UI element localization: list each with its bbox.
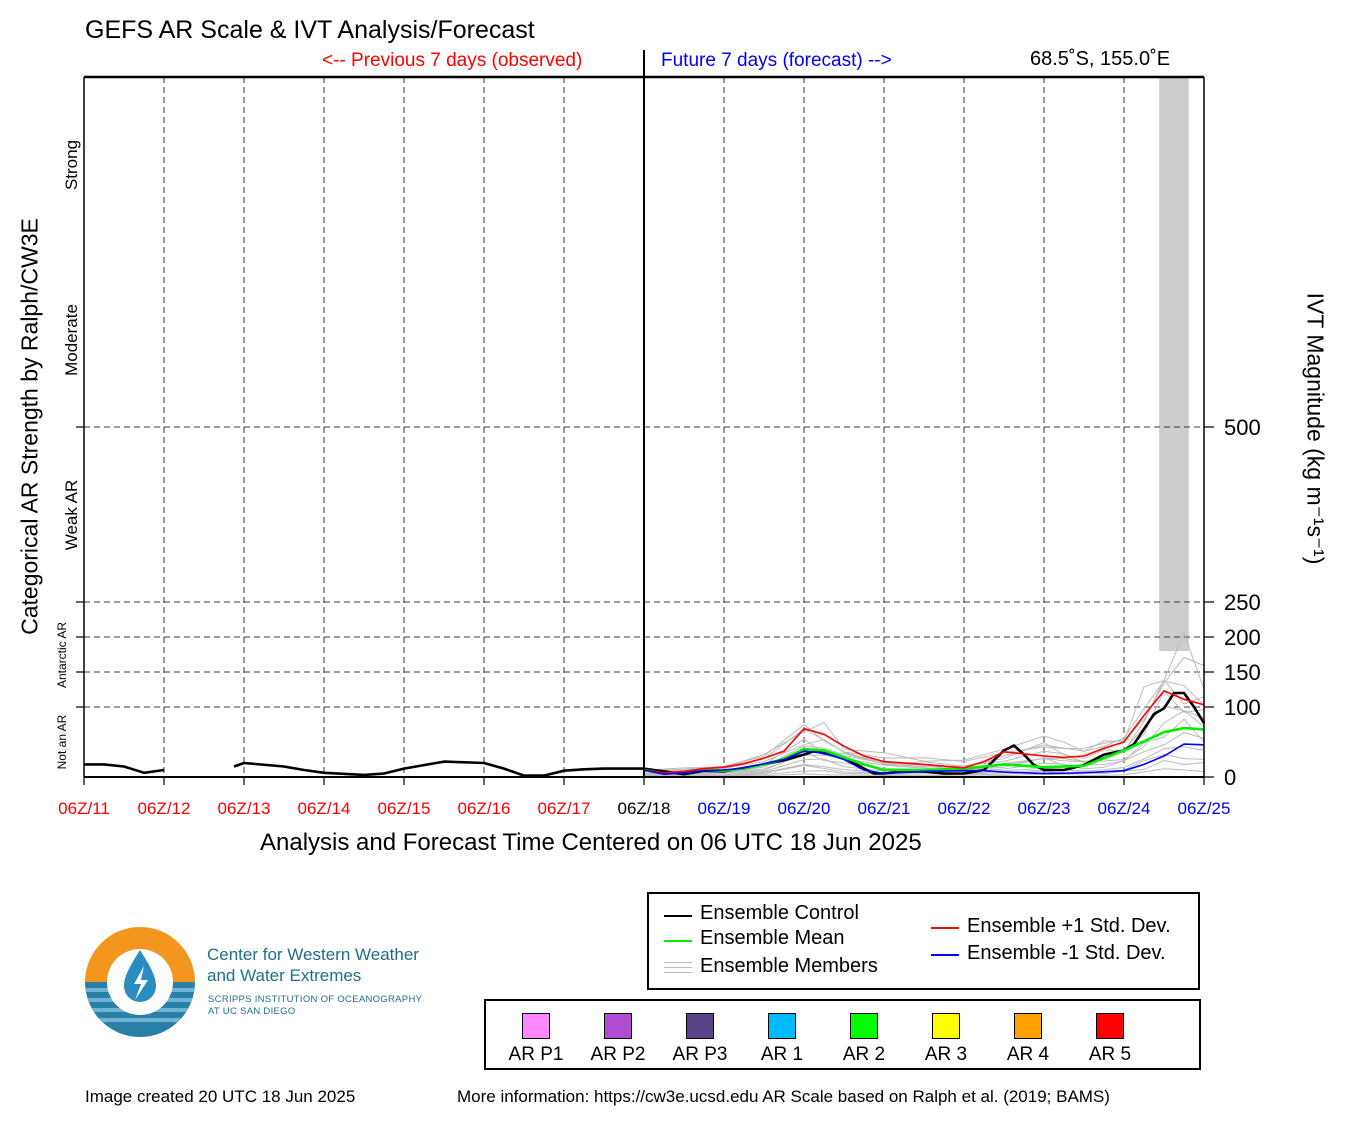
ar-scale-item: AR 3 — [906, 1013, 986, 1066]
legend-members-line — [664, 962, 692, 963]
ar-scale-label: AR P2 — [590, 1044, 646, 1065]
ar-scale-swatch — [932, 1013, 960, 1039]
org-name-line2: and Water Extremes — [207, 966, 362, 985]
more-info: More information: https://cw3e.ucsd.edu … — [457, 1087, 1110, 1106]
legend-plus-std: Ensemble +1 Std. Dev. — [967, 915, 1171, 937]
x-tick-label: 06Z/21 — [858, 799, 911, 818]
y-axis-label-left: Categorical AR Strength by Ralph/CW3E — [16, 218, 43, 635]
ensemble-member-line — [643, 710, 1205, 774]
org-name: Center for Western Weather and Water Ext… — [207, 944, 477, 986]
legend-members-line-2 — [664, 967, 692, 968]
ar-scale-label: AR 1 — [760, 1044, 804, 1065]
legend-members-line-3 — [664, 972, 692, 973]
x-tick-label: 06Z/14 — [298, 799, 351, 818]
legend-mean: Ensemble Mean — [700, 927, 845, 949]
ensemble-member-line — [643, 746, 1205, 776]
y-tick-label: 0 — [1224, 765, 1236, 790]
x-tick-label: 06Z/23 — [1018, 799, 1071, 818]
ar-scale-swatch — [1014, 1013, 1042, 1039]
ar-scale-label: AR 5 — [1088, 1044, 1132, 1065]
ar-scale-swatch — [604, 1013, 632, 1039]
x-tick-label: 06Z/24 — [1098, 799, 1151, 818]
ar-scale-label: AR P3 — [672, 1044, 728, 1065]
ar-scale-item: AR 5 — [1070, 1013, 1150, 1066]
ar-scale-swatch — [768, 1013, 796, 1039]
y-tick-label: 250 — [1224, 590, 1261, 615]
future-period-label: Future 7 days (forecast) --> — [661, 50, 892, 71]
org-subtitle: SCRIPPS INSTITUTION OF OCEANOGRAPHY AT U… — [208, 994, 478, 1018]
ar-scale-swatch — [686, 1013, 714, 1039]
x-tick-label: 06Z/25 — [1178, 799, 1231, 818]
ar-scale-item: AR 4 — [988, 1013, 1068, 1066]
category-label: Strong — [62, 139, 81, 190]
y-tick-label: 100 — [1224, 695, 1261, 720]
y-axis-label-right: IVT Magnitude (kg m⁻¹s⁻¹) — [1302, 292, 1329, 565]
org-subtitle-line2: AT UC SAN DIEGO — [208, 1006, 296, 1017]
x-tick-label: 06Z/18 — [618, 799, 671, 818]
image-created: Image created 20 UTC 18 Jun 2025 — [85, 1087, 356, 1106]
ar-scale-label: AR 4 — [1006, 1044, 1050, 1065]
y-tick-label: 200 — [1224, 625, 1261, 650]
ar-scale-label: AR 2 — [842, 1044, 886, 1065]
x-tick-label: 06Z/11 — [58, 799, 110, 818]
legend-control-line — [664, 915, 692, 917]
ensemble-member-line — [643, 690, 1205, 774]
ar-scale-key: AR P1 AR P2 AR P3 AR 1 AR 2 AR 3 AR 4 AR 5 — [484, 999, 1201, 1070]
ar-scale-item: AR P3 — [660, 1013, 740, 1066]
x-tick-label: 06Z/22 — [938, 799, 991, 818]
ar-scale-item: AR 1 — [742, 1013, 822, 1066]
cw3e-logo-icon — [85, 927, 195, 1037]
ar-scale-label: AR 3 — [924, 1044, 968, 1065]
cw3e-logo — [84, 926, 196, 1043]
shaded-region — [1159, 77, 1189, 651]
legend-plus-std-line — [931, 927, 959, 929]
ar-scale-item: AR P2 — [578, 1013, 658, 1066]
location-label: 68.5˚S, 155.0˚E — [1030, 48, 1171, 70]
x-tick-label: 06Z/19 — [698, 799, 751, 818]
series-plus_std-line — [643, 690, 1205, 774]
category-label: Weak AR — [62, 479, 81, 550]
x-tick-label: 06Z/17 — [538, 799, 591, 818]
ensemble-member-line — [643, 759, 1205, 777]
category-label: Moderate — [62, 303, 81, 376]
chart-legend: Ensemble Control Ensemble Mean Ensemble … — [647, 892, 1200, 990]
legend-minus-std: Ensemble -1 Std. Dev. — [967, 942, 1166, 964]
x-tick-label: 06Z/12 — [138, 799, 191, 818]
series-control-line — [84, 763, 165, 775]
ensemble-member-line — [643, 656, 1205, 773]
category-label: Antarctic AR — [55, 621, 69, 688]
x-tick-label: 06Z/16 — [458, 799, 511, 818]
ar-scale-swatch — [522, 1013, 550, 1039]
ar-scale-swatch — [850, 1013, 878, 1039]
legend-mean-line — [664, 940, 692, 942]
org-subtitle-line1: SCRIPPS INSTITUTION OF OCEANOGRAPHY — [208, 994, 423, 1005]
ensemble-member-line — [643, 768, 1205, 778]
x-tick-label: 06Z/15 — [378, 799, 431, 818]
ar-scale-swatch — [1096, 1013, 1124, 1039]
ensemble-member-line — [643, 631, 1205, 771]
ivt-chart: 06Z/11 06Z/12 06Z/13 06Z/14 06Z/15 06Z/16 06Z/… — [58, 50, 1261, 818]
x-tick-label: 06Z/20 — [778, 799, 831, 818]
y-tick-label: 150 — [1224, 660, 1261, 685]
chart-title: GEFS AR Scale & IVT Analysis/Forecast — [85, 16, 535, 44]
x-axis-title: Analysis and Forecast Time Centered on 0… — [260, 829, 922, 856]
y-tick-label: 500 — [1224, 415, 1261, 440]
legend-control: Ensemble Control — [700, 902, 859, 924]
x-tick-label: 06Z/13 — [218, 799, 271, 818]
ar-scale-item: AR 2 — [824, 1013, 904, 1066]
ar-scale-label: AR P1 — [508, 1044, 564, 1065]
previous-period-label: <-- Previous 7 days (observed) — [322, 50, 583, 71]
org-name-line1: Center for Western Weather — [207, 945, 419, 964]
series-minus_std-line — [643, 743, 1205, 776]
ensemble-member-line — [644, 753, 1205, 776]
ar-scale-item: AR P1 — [496, 1013, 576, 1066]
legend-members: Ensemble Members — [700, 955, 878, 977]
legend-minus-std-line — [931, 954, 959, 956]
